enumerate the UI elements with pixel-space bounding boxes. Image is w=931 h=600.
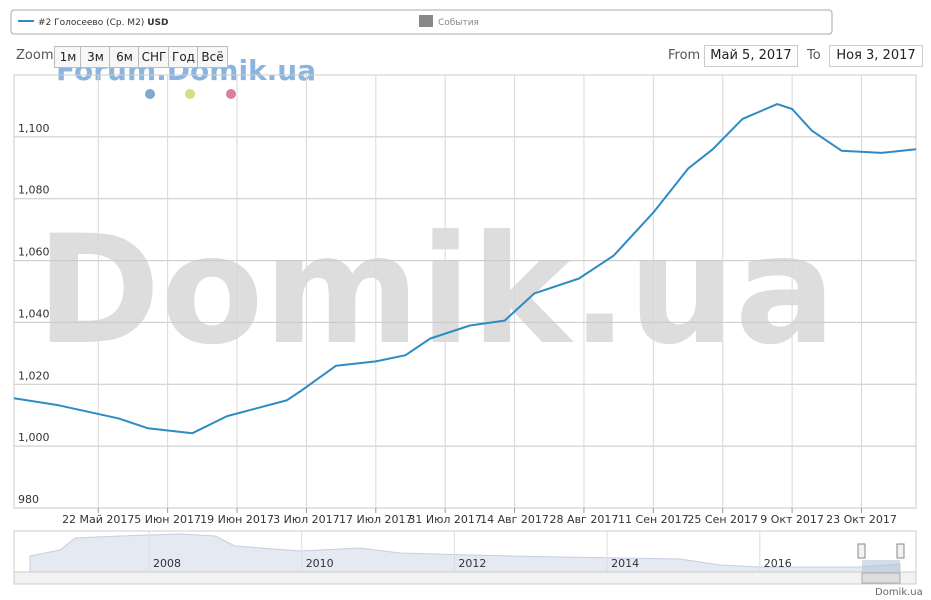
y-tick-label: 1,060 bbox=[18, 246, 50, 259]
x-tick-label: 3 Июл 2017 bbox=[273, 513, 340, 526]
navigator-year: 2012 bbox=[458, 557, 486, 570]
legend-label[interactable]: #2 Голосеево (Ср. М2) USD bbox=[38, 18, 168, 28]
zoom-button[interactable]: 1м bbox=[54, 46, 82, 68]
y-tick-label: 1,020 bbox=[18, 369, 50, 382]
zoom-button[interactable]: Год bbox=[168, 46, 199, 68]
from-input[interactable]: Май 5, 2017 bbox=[704, 45, 798, 67]
zoom-button[interactable]: СНГ bbox=[138, 46, 170, 68]
events-label[interactable]: События bbox=[438, 18, 479, 28]
x-tick-label: 14 Авг 2017 bbox=[480, 513, 549, 526]
navigator-year: 2008 bbox=[153, 557, 181, 570]
zoom-label: Zoom bbox=[16, 48, 54, 63]
navigator-year: 2014 bbox=[611, 557, 639, 570]
handle[interactable] bbox=[857, 543, 866, 559]
navigator-selection bbox=[862, 560, 900, 572]
x-tick-label: 22 Май 2017 bbox=[62, 513, 134, 526]
series-line bbox=[13, 103, 917, 435]
dot bbox=[185, 89, 195, 99]
from-label: From bbox=[668, 48, 701, 63]
scroll-thumb[interactable] bbox=[861, 572, 901, 584]
to-label: To bbox=[807, 48, 821, 63]
y-tick-label: 980 bbox=[18, 493, 39, 506]
dot bbox=[145, 89, 155, 99]
x-tick-label: 5 Июн 2017 bbox=[134, 513, 201, 526]
credit[interactable]: Domik.ua bbox=[875, 587, 923, 598]
y-tick-label: 1,000 bbox=[18, 431, 50, 444]
y-tick-label: 1,080 bbox=[18, 184, 50, 197]
zoom-button[interactable]: Всё bbox=[197, 46, 228, 68]
to-input[interactable]: Ноя 3, 2017 bbox=[829, 45, 923, 67]
y-tick-label: 1,100 bbox=[18, 122, 50, 135]
x-tick-label: 9 Окт 2017 bbox=[760, 513, 824, 526]
x-tick-label: 17 Июл 2017 bbox=[339, 513, 413, 526]
handle[interactable] bbox=[896, 543, 905, 559]
zoom-button[interactable]: 3м bbox=[80, 46, 111, 68]
navigator-year: 2016 bbox=[764, 557, 792, 570]
zoom-button[interactable]: 6м bbox=[109, 46, 140, 68]
dot bbox=[226, 89, 236, 99]
x-tick-label: 25 Сен 2017 bbox=[687, 513, 758, 526]
x-tick-label: 11 Сен 2017 bbox=[618, 513, 689, 526]
x-tick-label: 23 Окт 2017 bbox=[826, 513, 897, 526]
y-tick-label: 1,040 bbox=[18, 307, 50, 320]
events-swatch bbox=[419, 15, 433, 27]
x-tick-label: 28 Авг 2017 bbox=[550, 513, 619, 526]
watermark-big: Domik.ua bbox=[36, 204, 836, 378]
scrollbar[interactable] bbox=[13, 571, 917, 585]
navigator-year: 2010 bbox=[306, 557, 334, 570]
x-tick-label: 19 Июн 2017 bbox=[200, 513, 274, 526]
x-tick-label: 31 Июл 2017 bbox=[408, 513, 482, 526]
